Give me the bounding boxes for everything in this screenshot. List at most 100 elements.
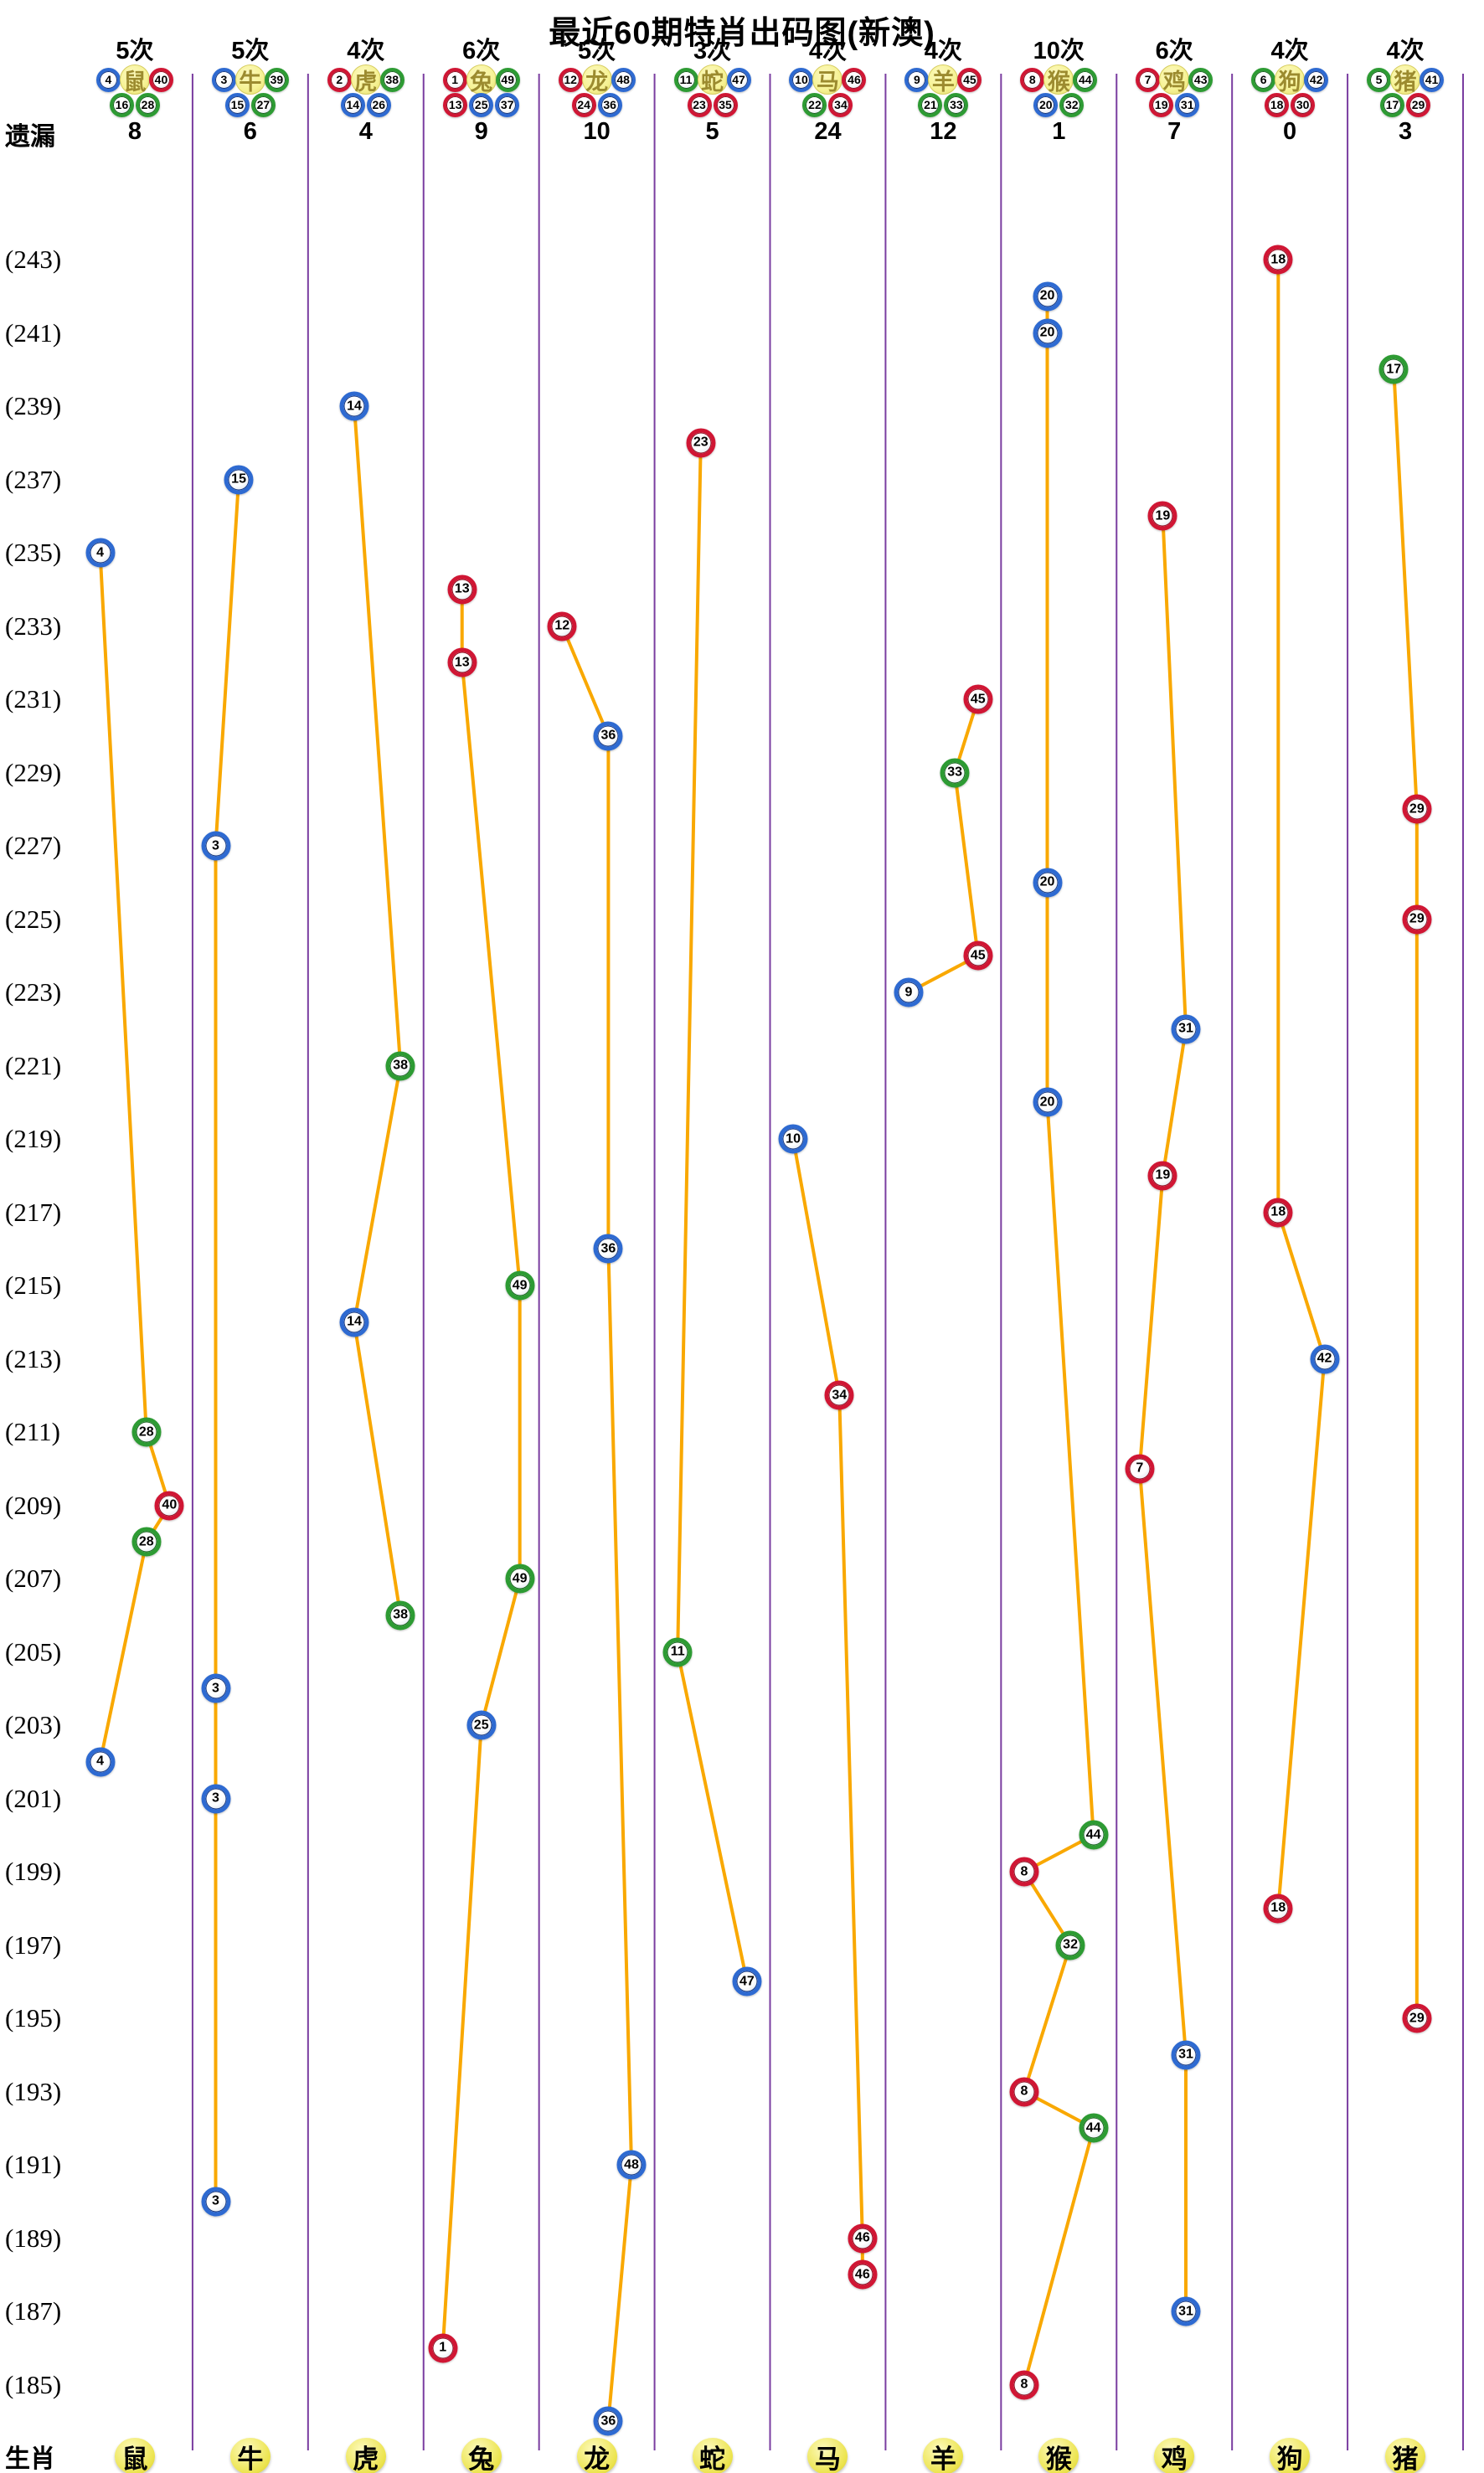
column-count: 5次 [231, 38, 270, 64]
lottery-ball: 29 [1402, 794, 1432, 824]
zodiac-chip: 马 [812, 64, 843, 95]
zodiac-chip: 鸡 [1159, 64, 1190, 95]
lottery-ball: 29 [1402, 2003, 1432, 2033]
header-row1: 7 鸡 43 [1136, 64, 1213, 95]
header-number-ball: 6 [1251, 67, 1276, 92]
period-label: (185) [5, 2369, 62, 2399]
header-row1: 3 牛 39 [211, 64, 289, 95]
column-header: 5次 4 鼠 40 16 28 8 [77, 39, 193, 147]
lottery-ball: 13 [447, 574, 477, 605]
column-header: 6次 1 兔 49 13 25 37 9 [424, 39, 539, 147]
column-header: 4次 10 马 46 22 34 24 [770, 39, 886, 147]
lottery-ball: 33 [940, 758, 970, 787]
trend-line [908, 698, 980, 994]
period-label: (239) [5, 391, 62, 420]
header-row1: 8 猴 44 [1020, 64, 1098, 95]
lottery-ball: 49 [505, 1270, 535, 1301]
trend-line [1392, 369, 1419, 2018]
header-row1: 6 狗 42 [1251, 64, 1329, 95]
header-number-ball: 43 [1188, 67, 1213, 92]
trend-line [1022, 296, 1095, 2386]
header-number-ball: 18 [1265, 92, 1290, 117]
column-count: 5次 [578, 38, 616, 64]
header-number-ball: 30 [1291, 92, 1316, 117]
column-miss-value: 24 [814, 118, 842, 145]
lottery-ball: 28 [131, 1527, 162, 1557]
column-header: 4次 5 猪 41 17 29 3 [1347, 39, 1463, 147]
lottery-ball: 20 [1033, 868, 1062, 898]
zodiac-footer: 鼠 [114, 2438, 155, 2473]
trend-line [791, 1138, 864, 2275]
column-miss-value: 9 [474, 118, 488, 145]
lottery-ball: 25 [466, 1710, 497, 1740]
period-label: (227) [5, 831, 62, 860]
trend-line [676, 442, 749, 1982]
column-count: 10次 [1033, 38, 1085, 64]
column-count: 3次 [693, 38, 732, 64]
column-count: 4次 [1270, 38, 1309, 64]
lottery-ball: 12 [547, 611, 577, 641]
header-row2: 15 27 [224, 92, 276, 117]
lottery-ball: 31 [1171, 2040, 1201, 2070]
period-label: (197) [5, 1929, 62, 1960]
period-label: (193) [5, 2076, 62, 2106]
lottery-ball: 31 [1171, 2296, 1201, 2326]
lottery-ball: 45 [963, 684, 993, 714]
lottery-ball: 36 [593, 721, 623, 751]
header-number-ball: 9 [904, 67, 930, 92]
header-number-ball: 23 [687, 92, 712, 117]
zodiac-chip: 鼠 [119, 64, 150, 95]
zodiac-footer: 兔 [461, 2438, 502, 2473]
trend-line [353, 405, 403, 1616]
column-header: 5次 12 龙 48 24 36 10 [539, 39, 655, 147]
header-number-ball: 14 [340, 92, 365, 117]
header-number-ball: 25 [469, 92, 494, 117]
column-count: 4次 [808, 38, 848, 64]
header-number-ball: 12 [558, 67, 583, 92]
header-number-ball: 39 [264, 67, 289, 92]
zodiac-chip: 羊 [928, 64, 959, 95]
header-number-ball: 16 [109, 92, 134, 117]
header-number-ball: 46 [842, 67, 867, 92]
header-row2: 23 35 [687, 92, 738, 117]
column-count: 6次 [1155, 38, 1193, 64]
lottery-ball: 18 [1263, 1893, 1293, 1924]
column-header: 5次 3 牛 39 15 27 6 [193, 39, 308, 147]
header-number-ball: 3 [211, 67, 236, 92]
period-label: (243) [5, 245, 62, 274]
column-header: 6次 7 鸡 43 19 31 7 [1116, 39, 1232, 147]
lottery-ball: 20 [1033, 318, 1062, 348]
lottery-ball: 46 [848, 2259, 878, 2290]
header-row2: 24 36 [571, 92, 622, 117]
header-number-ball: 35 [713, 92, 738, 117]
header-number-ball: 24 [571, 92, 596, 117]
lottery-ball: 47 [732, 1966, 762, 1996]
lottery-ball: 3 [201, 2187, 230, 2217]
lottery-ball: 4 [85, 538, 116, 568]
lottery-ball: 36 [593, 2406, 623, 2436]
header-number-ball: 13 [443, 92, 468, 117]
header-row2: 17 29 [1380, 92, 1431, 117]
header-number-ball: 33 [944, 92, 969, 117]
lottery-ball: 42 [1310, 1344, 1339, 1373]
lottery-ball: 40 [154, 1491, 184, 1520]
zodiac-chip: 猪 [1390, 64, 1421, 95]
lottery-ball: 13 [447, 647, 477, 677]
period-label: (191) [5, 2150, 62, 2179]
column-miss-value: 0 [1283, 118, 1297, 145]
lottery-ball: 23 [686, 428, 716, 458]
header-row1: 5 猪 41 [1367, 64, 1445, 95]
period-label: (213) [5, 1343, 62, 1373]
header-number-ball: 32 [1059, 92, 1085, 117]
header-number-ball: 41 [1420, 67, 1445, 92]
lottery-ball: 38 [385, 1600, 415, 1631]
header-row1: 10 马 46 [789, 64, 867, 95]
zodiac-chip: 兔 [466, 64, 497, 95]
trend-line [214, 479, 241, 2202]
lottery-ball: 48 [616, 2150, 647, 2180]
lottery-ball: 8 [1009, 1857, 1039, 1887]
lottery-ball: 19 [1147, 1161, 1177, 1191]
lottery-ball: 9 [894, 977, 924, 1007]
header-row1: 11 蛇 47 [673, 64, 751, 95]
